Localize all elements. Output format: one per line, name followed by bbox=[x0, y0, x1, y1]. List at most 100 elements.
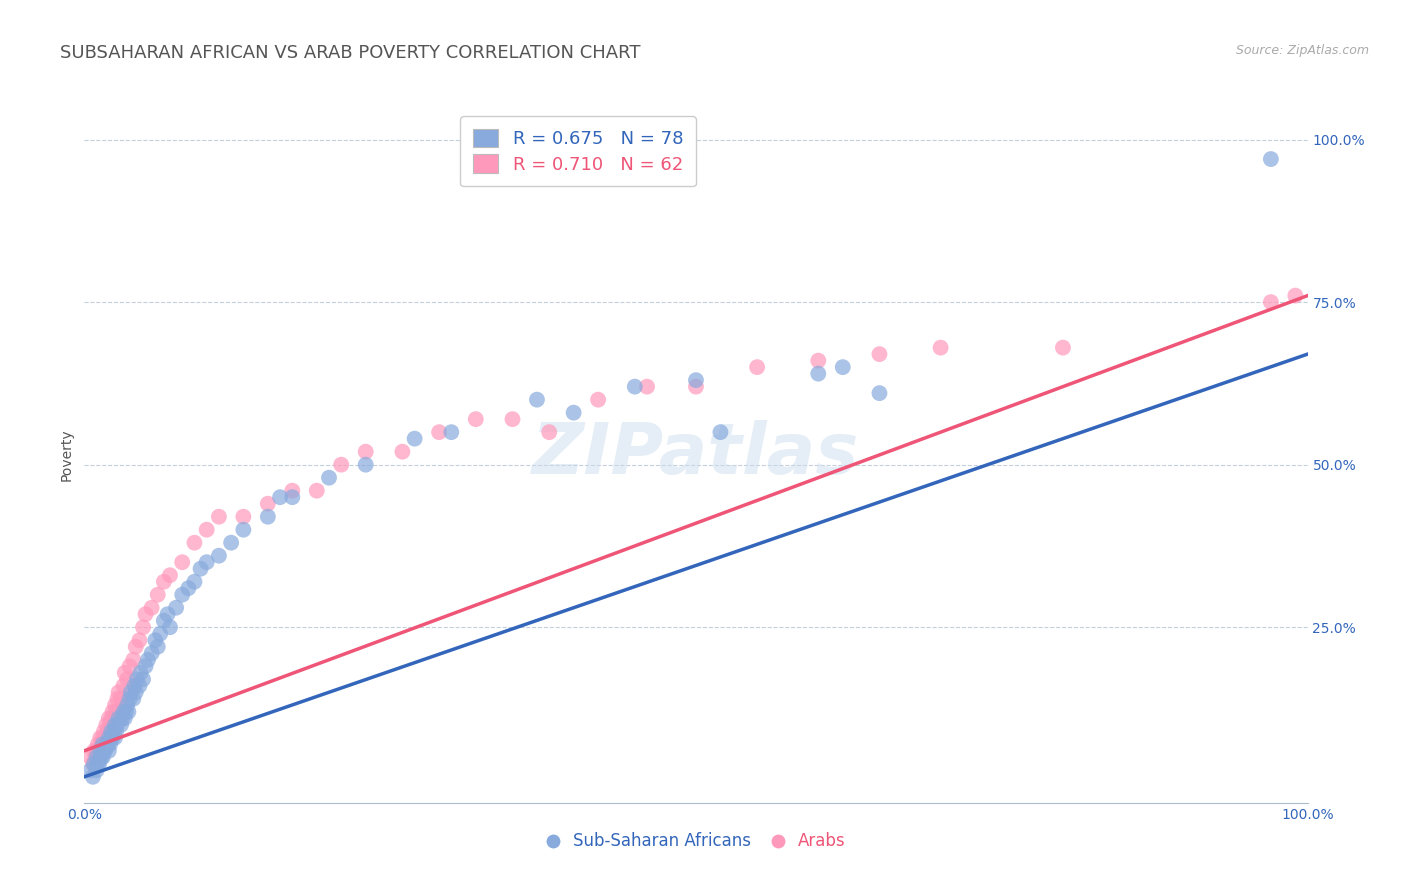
Point bbox=[172, 588, 194, 602]
Point bbox=[129, 665, 152, 680]
Point bbox=[103, 711, 125, 725]
Point bbox=[111, 711, 134, 725]
Point bbox=[929, 341, 952, 355]
Point bbox=[86, 750, 108, 764]
Point bbox=[586, 392, 609, 407]
Point bbox=[354, 458, 377, 472]
Point bbox=[141, 600, 163, 615]
Point bbox=[115, 705, 138, 719]
Point bbox=[183, 574, 205, 589]
Point bbox=[91, 737, 114, 751]
Point bbox=[100, 724, 122, 739]
Point bbox=[105, 724, 128, 739]
Point bbox=[101, 705, 124, 719]
Point bbox=[177, 581, 200, 595]
Point bbox=[112, 679, 135, 693]
Point bbox=[115, 698, 138, 713]
Point bbox=[128, 633, 150, 648]
Point bbox=[1052, 341, 1074, 355]
Point bbox=[112, 705, 135, 719]
Point bbox=[89, 750, 111, 764]
Point bbox=[114, 665, 136, 680]
Point bbox=[120, 685, 142, 699]
Point bbox=[105, 705, 128, 719]
Point bbox=[118, 691, 141, 706]
Point bbox=[195, 523, 218, 537]
Point bbox=[82, 770, 104, 784]
Point bbox=[208, 509, 231, 524]
Point bbox=[89, 731, 111, 745]
Point bbox=[146, 588, 169, 602]
Point bbox=[685, 379, 707, 393]
Point bbox=[96, 737, 118, 751]
Point bbox=[135, 607, 157, 622]
Point bbox=[93, 744, 115, 758]
Point bbox=[146, 640, 169, 654]
Point bbox=[172, 555, 194, 569]
Point bbox=[101, 731, 124, 745]
Point bbox=[136, 653, 159, 667]
Point bbox=[117, 705, 139, 719]
Point bbox=[149, 626, 172, 640]
Point bbox=[107, 685, 129, 699]
Point bbox=[83, 756, 105, 771]
Point bbox=[125, 640, 148, 654]
Point bbox=[156, 607, 179, 622]
Point bbox=[232, 523, 254, 537]
Point bbox=[94, 744, 117, 758]
Text: Source: ZipAtlas.com: Source: ZipAtlas.com bbox=[1236, 45, 1369, 57]
Point bbox=[97, 744, 120, 758]
Point bbox=[91, 750, 114, 764]
Point bbox=[132, 672, 155, 686]
Point bbox=[84, 750, 107, 764]
Point bbox=[269, 490, 291, 504]
Point bbox=[636, 379, 658, 393]
Point bbox=[257, 509, 280, 524]
Point bbox=[135, 659, 157, 673]
Point bbox=[281, 490, 304, 504]
Point bbox=[125, 672, 148, 686]
Point bbox=[132, 620, 155, 634]
Point bbox=[100, 711, 122, 725]
Point bbox=[90, 737, 112, 751]
Point bbox=[79, 750, 101, 764]
Point bbox=[440, 425, 463, 439]
Point bbox=[526, 392, 548, 407]
Point bbox=[1284, 288, 1306, 302]
Point bbox=[183, 535, 205, 549]
Point bbox=[86, 744, 108, 758]
Point bbox=[97, 731, 120, 745]
Point bbox=[87, 756, 110, 771]
Point bbox=[105, 691, 128, 706]
Point bbox=[159, 568, 181, 582]
Y-axis label: Poverty: Poverty bbox=[59, 429, 73, 481]
Point bbox=[100, 731, 122, 745]
Point bbox=[165, 600, 187, 615]
Point bbox=[83, 744, 105, 758]
Point bbox=[562, 406, 585, 420]
Point bbox=[831, 360, 853, 375]
Point bbox=[404, 432, 426, 446]
Point bbox=[208, 549, 231, 563]
Point bbox=[96, 718, 118, 732]
Point bbox=[1260, 152, 1282, 166]
Point bbox=[91, 731, 114, 745]
Point bbox=[110, 691, 132, 706]
Point bbox=[114, 711, 136, 725]
Point bbox=[807, 353, 830, 368]
Point bbox=[124, 679, 146, 693]
Text: SUBSAHARAN AFRICAN VS ARAB POVERTY CORRELATION CHART: SUBSAHARAN AFRICAN VS ARAB POVERTY CORRE… bbox=[60, 45, 640, 62]
Point bbox=[685, 373, 707, 387]
Point bbox=[305, 483, 328, 498]
Point bbox=[97, 711, 120, 725]
Point bbox=[143, 633, 166, 648]
Point bbox=[115, 672, 138, 686]
Point bbox=[118, 659, 141, 673]
Point bbox=[87, 756, 110, 771]
Point bbox=[104, 698, 127, 713]
Point bbox=[195, 555, 218, 569]
Text: ZIPatlas: ZIPatlas bbox=[533, 420, 859, 490]
Point bbox=[122, 653, 145, 667]
Point bbox=[807, 367, 830, 381]
Point bbox=[98, 718, 121, 732]
